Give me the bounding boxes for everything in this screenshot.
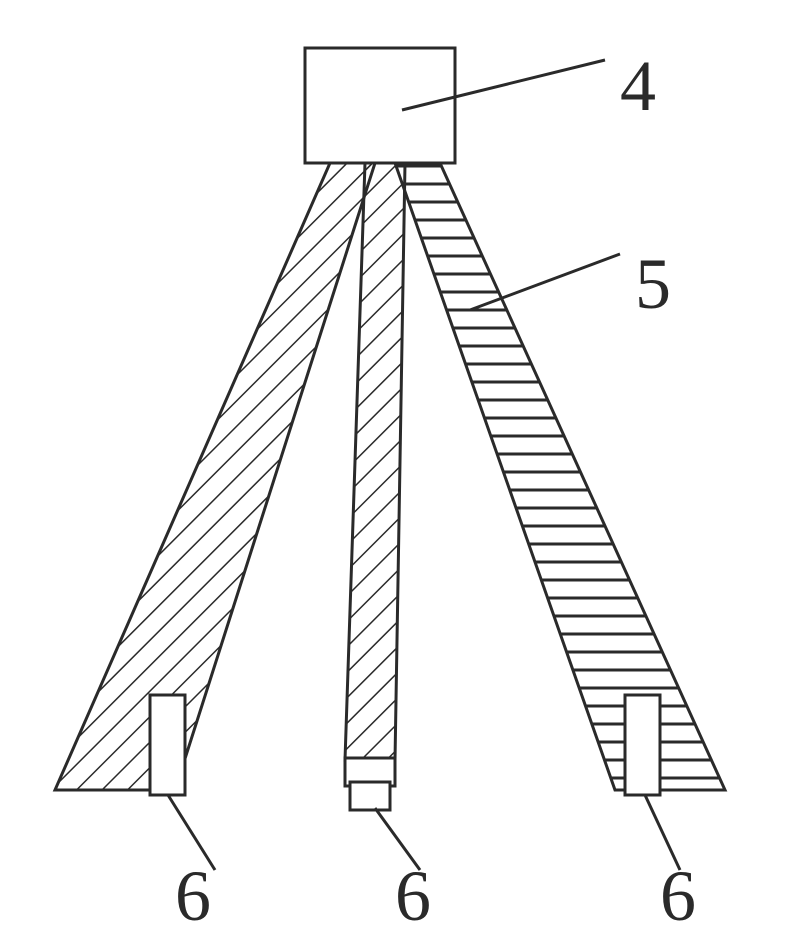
leg-left [55,163,375,790]
foot-middle [350,782,390,810]
leg-middle [345,163,405,760]
label-6-left: 6 [175,856,211,930]
label-4: 4 [620,46,656,126]
diagram-canvas: 4 5 6 6 6 [0,0,805,930]
foot-right [625,695,660,795]
label-6-right: 6 [660,856,696,930]
leg-right [395,163,725,790]
label-6-mid: 6 [395,856,431,930]
label-5: 5 [635,244,671,324]
foot-left [150,695,185,795]
top-box [305,48,455,163]
